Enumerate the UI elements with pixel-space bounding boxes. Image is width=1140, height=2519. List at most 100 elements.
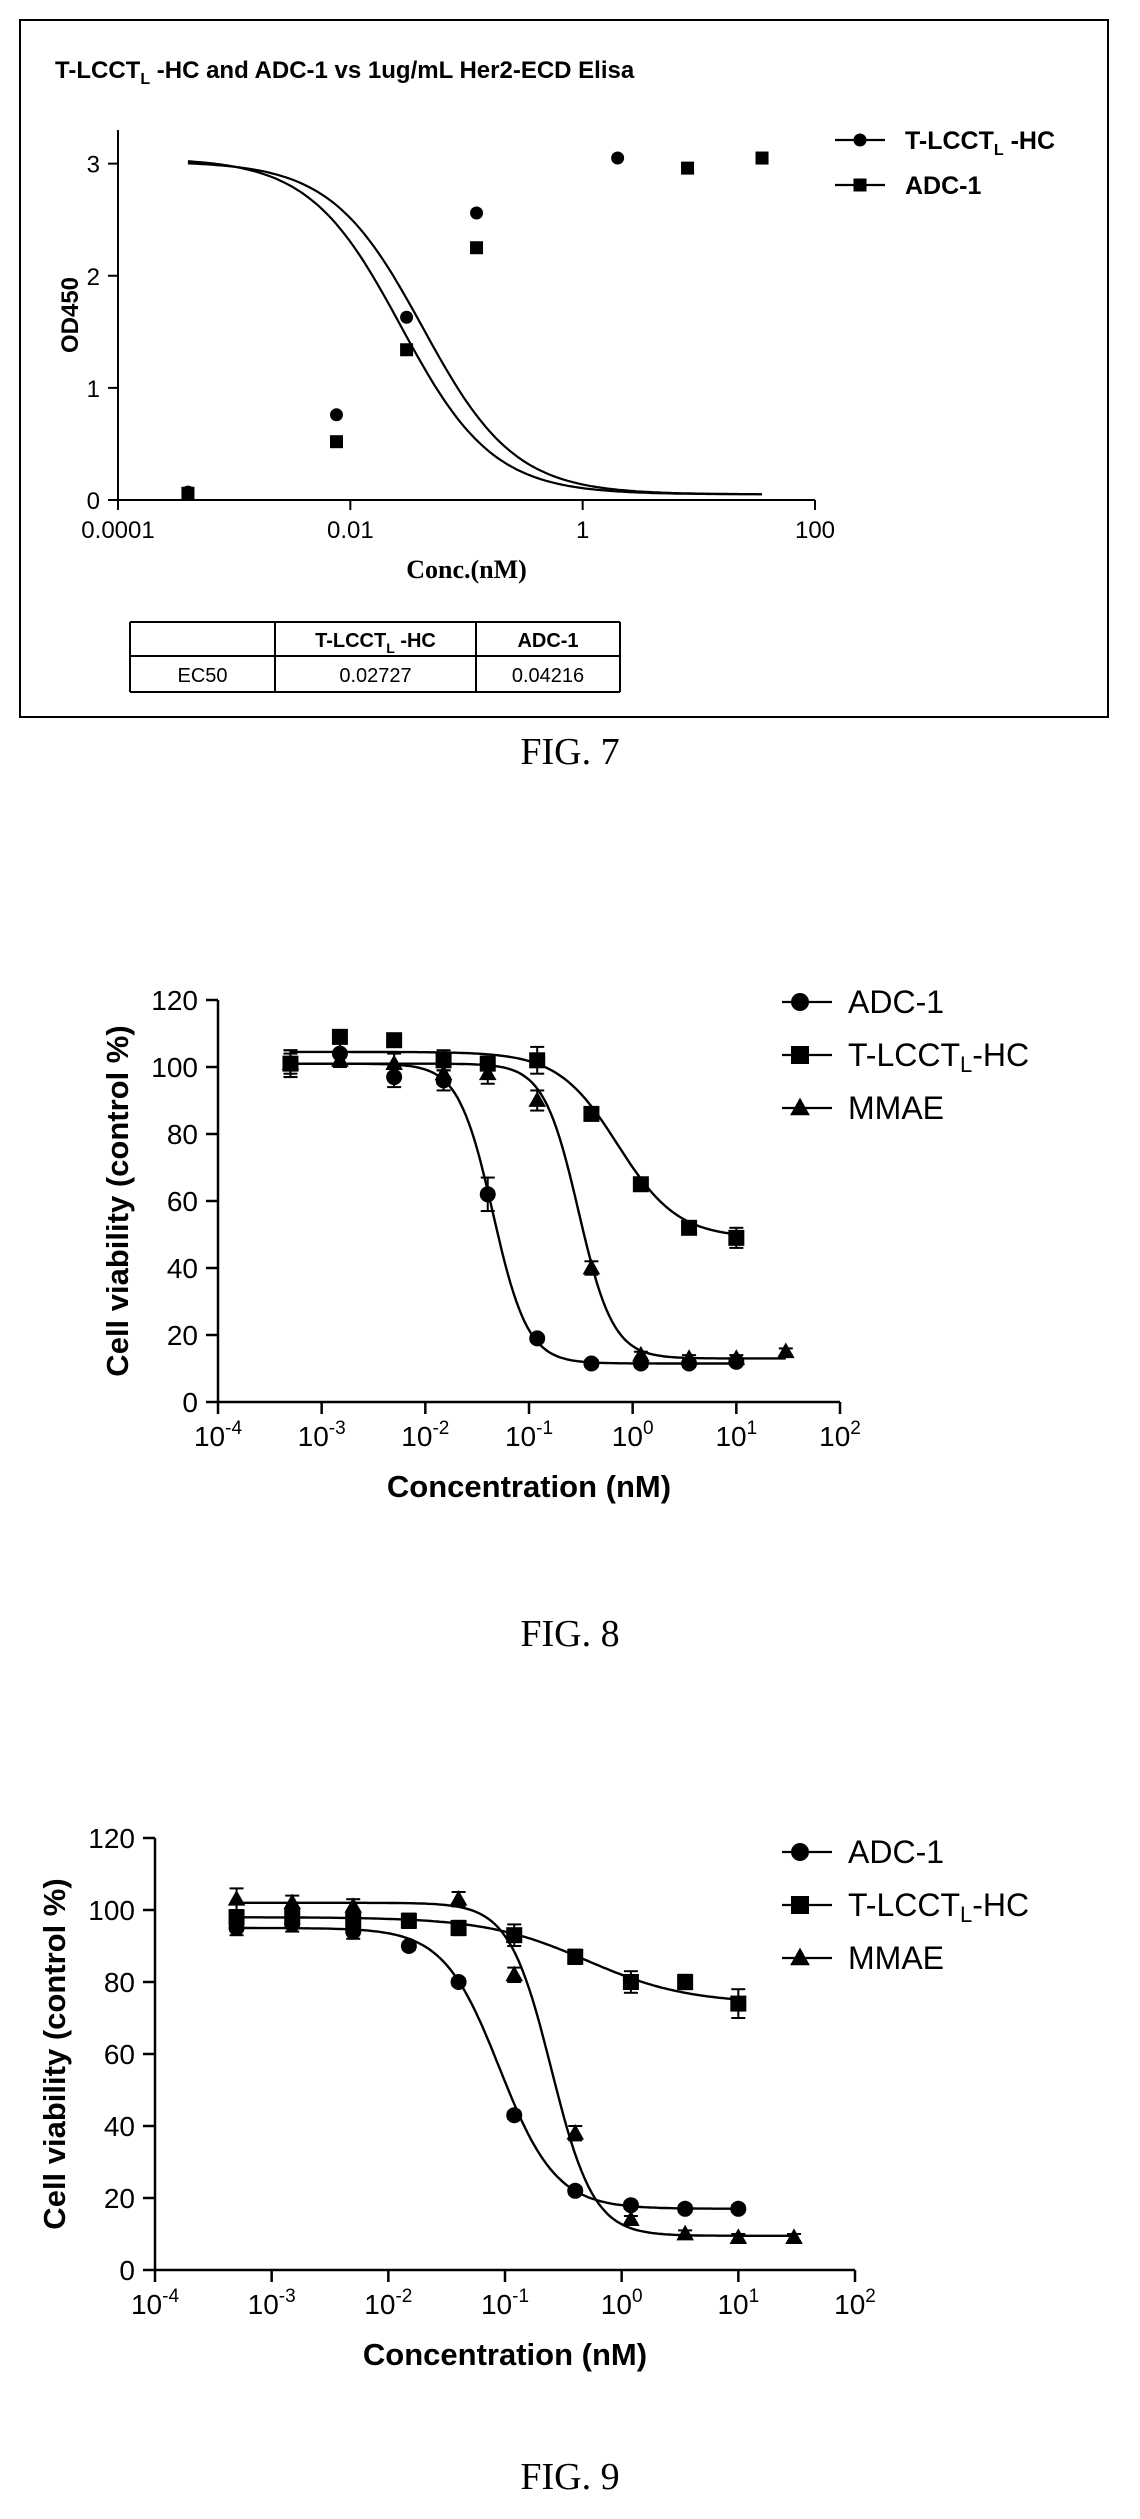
fig9-data-point	[400, 1912, 417, 1929]
fig7-legend-marker	[853, 178, 867, 192]
fig7-table-header: T-LCCTL -HC	[315, 630, 436, 656]
fig7-y-tick-label: 1	[87, 376, 100, 403]
fig8-y-tick-label: 80	[167, 1119, 198, 1150]
fig9-fit-curve	[236, 1926, 739, 2210]
fig8-data-point	[331, 1028, 348, 1045]
fig7-table-cell: 0.02727	[339, 665, 411, 687]
fig9-series-0	[228, 1916, 747, 2217]
fig7-x-tick-label: 1	[576, 517, 589, 544]
fig7-table-cell: EC50	[177, 665, 227, 687]
fig9-data-point	[567, 2182, 584, 2199]
fig8-legend-marker	[790, 1097, 810, 1116]
fig8-y-tick-label: 0	[182, 1387, 198, 1418]
fig8-series-1	[282, 1028, 745, 1249]
fig8-x-tick-label: 10-2	[401, 1418, 449, 1452]
fig9-data-point	[566, 2124, 585, 2140]
fig7-x-tick-label: 0.01	[327, 517, 374, 544]
fig9-data-point	[730, 1995, 747, 2012]
fig7-chart: T-LCCTL -HC and ADC-1 vs 1ug/mL Her2-ECD…	[19, 19, 1109, 718]
fig8-y-tick-label: 20	[167, 1320, 198, 1351]
fig7-data-point	[400, 343, 414, 357]
fig8-data-point	[479, 1186, 496, 1203]
fig8-data-point	[776, 1342, 795, 1359]
fig8-data-point	[529, 1052, 546, 1069]
fig7-legend-label: T-LCCTL -HC	[905, 127, 1055, 159]
fig9-y-tick-label: 0	[119, 2255, 135, 2286]
fig9-x-tick-label: 10-4	[131, 2286, 179, 2320]
fig9-legend-label: ADC-1	[848, 1834, 944, 1870]
fig9-data-point	[228, 1909, 245, 1926]
fig7-table-cell: 0.04216	[512, 665, 584, 687]
fig8-legend-marker	[791, 993, 809, 1011]
fig8-data-point	[582, 1258, 601, 1275]
fig8-x-tick-label: 102	[819, 1418, 861, 1452]
fig7-x-axis-label: Conc.(nM)	[406, 555, 527, 584]
fig8-x-tick-label: 10-4	[194, 1418, 242, 1452]
fig7-border	[19, 19, 1109, 718]
fig8-chart: 0 20 40 60 80 100 120 10-4 10-3 10-2 10-1 100 101 102…	[100, 984, 1029, 1504]
fig9-data-point	[677, 1974, 694, 1990]
fig8-axes: 0 20 40 60 80 100 120 10-4 10-3 10-2 10-1 100 101 102	[151, 985, 861, 1452]
fig9-x-tick-label: 100	[601, 2286, 643, 2320]
fig7-x-tick-label: 100	[795, 517, 835, 544]
fig9-fit-curve	[236, 1916, 739, 2001]
fig9-data-point	[227, 1890, 246, 1906]
fig8-legend-label: ADC-1	[848, 984, 944, 1020]
fig9-data-point	[345, 1912, 362, 1929]
fig8-x-tick-label: 101	[715, 1418, 757, 1452]
fig8-y-tick-label: 120	[151, 985, 198, 1016]
fig7-data-point	[470, 206, 484, 220]
fig9-x-tick-label: 10-1	[481, 2286, 529, 2320]
fig9-series-2	[227, 1887, 803, 2244]
fig8-data-point	[385, 1054, 403, 1071]
fig7-data-point	[470, 241, 484, 255]
fig7-y-tick-label: 0	[87, 488, 100, 515]
fig7-y-tick-label: 3	[87, 152, 100, 179]
fig9-series-1	[228, 1909, 747, 2019]
fig9-data-point	[622, 1974, 639, 1990]
fig9-data-point	[450, 1920, 467, 1936]
fig7-legend: T-LCCTL -HC ADC-1	[835, 127, 1055, 200]
fig9-x-tick-label: 10-3	[248, 2286, 296, 2320]
fig7-data-point	[611, 151, 625, 165]
fig9-data-point	[729, 2228, 748, 2244]
fig8-y-axis-label: Cell viability (control %)	[100, 1025, 135, 1376]
fig8-data-point	[281, 1054, 300, 1071]
fig8-data-point	[478, 1064, 497, 1081]
fig8-data-point	[728, 1229, 745, 1246]
fig9-legend-label: T-LCCTL-HC	[848, 1887, 1029, 1927]
fig7-legend-label: ADC-1	[905, 172, 981, 200]
fig9-y-axis-label: Cell viability (control %)	[37, 1878, 72, 2229]
fig9-legend-marker	[791, 1896, 809, 1914]
fig8-x-tick-label: 100	[612, 1418, 654, 1452]
fig7-y-axis-label: OD450	[57, 277, 84, 353]
fig9-data-point	[677, 2200, 694, 2217]
fig9-data-point	[785, 2228, 803, 2244]
fig9-data-point	[400, 1938, 417, 1954]
fig8-series-2	[281, 1051, 795, 1365]
fig9-data-point	[284, 1909, 301, 1926]
fig7-data-point	[400, 310, 414, 324]
fig9-data-point	[622, 2210, 640, 2226]
fig7-caption: FIG. 7	[520, 731, 620, 773]
fig8-y-tick-label: 60	[167, 1186, 198, 1217]
fig7-table-header: ADC-1	[517, 630, 578, 652]
fig7-axes: 0 1 2 3 0.0001 0.01 1 100	[81, 130, 835, 544]
fig9-data-point	[283, 1893, 302, 1910]
fig8-data-point	[632, 1345, 650, 1362]
fig8-x-tick-label: 10-3	[298, 1418, 346, 1452]
fig8-data-point	[331, 1051, 349, 1067]
fig8-data-point	[583, 1355, 600, 1372]
fig9-y-tick-label: 100	[88, 1895, 135, 1926]
fig7-data-point	[681, 161, 695, 175]
fig8-series-0	[282, 1042, 745, 1372]
fig9-data-point	[730, 2200, 747, 2217]
fig8-legend-label: T-LCCTL-HC	[848, 1037, 1029, 1077]
fig9-data-point	[506, 1927, 523, 1944]
fig8-legend: ADC-1 T-LCCTL-HC MMAE	[782, 984, 1029, 1126]
fig7-series-1	[181, 151, 769, 500]
fig9-x-tick-label: 101	[717, 2286, 759, 2320]
fig9-x-tick-label: 102	[834, 2286, 876, 2320]
fig8-data-point	[434, 1064, 453, 1081]
